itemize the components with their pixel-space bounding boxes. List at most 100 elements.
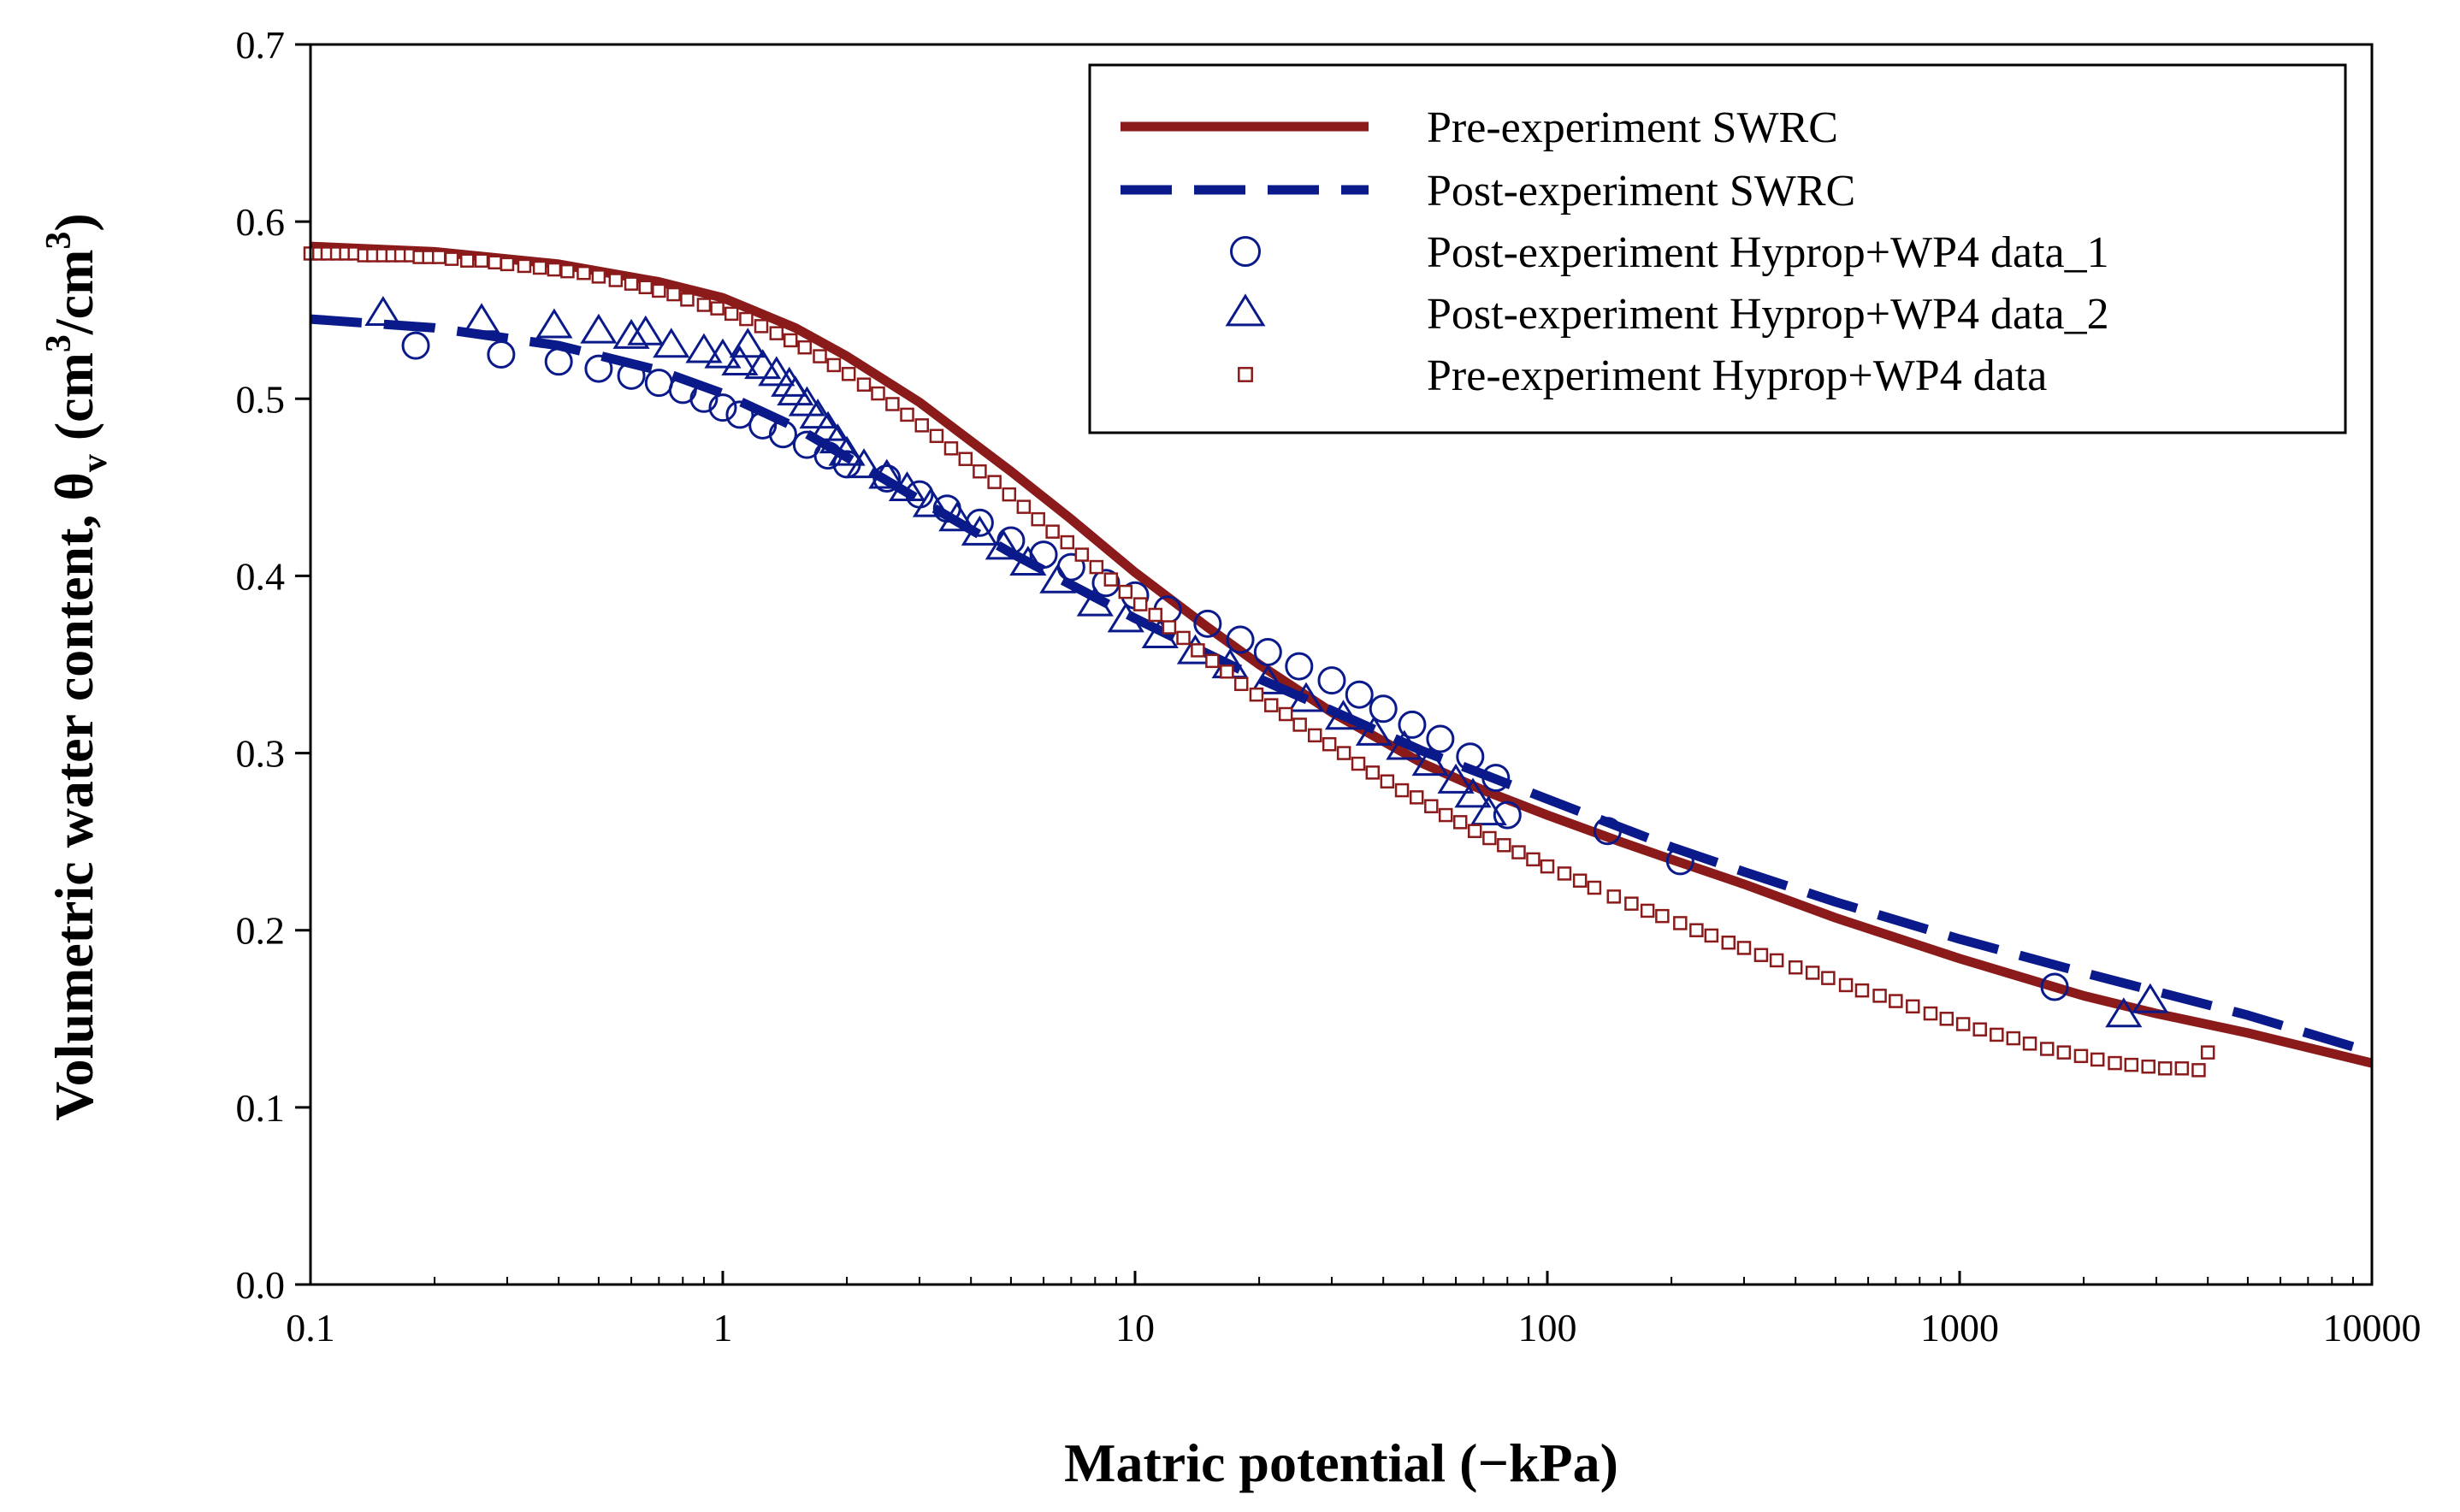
data-point: [2040, 972, 2069, 1001]
plot-marks: [303, 241, 2374, 1078]
data-point: [1411, 746, 1449, 777]
data-point: [1398, 710, 1427, 739]
data-point: [1805, 966, 1820, 980]
data-point: [1060, 535, 1075, 550]
data-point: [1838, 977, 1854, 993]
data-point: [828, 435, 866, 466]
data-point: [2174, 1061, 2190, 1076]
data-point: [1923, 1006, 1938, 1021]
data-point: [463, 303, 500, 334]
x-tick-label: 1: [713, 1306, 733, 1350]
data-point: [1045, 524, 1060, 539]
data-point: [758, 356, 795, 387]
data-point: [777, 375, 814, 406]
data-point: [624, 276, 639, 291]
data-point: [1889, 994, 1903, 1008]
data-point: [900, 407, 914, 422]
data-point: [1386, 729, 1423, 760]
data-point: [1380, 774, 1395, 788]
data-point: [1736, 941, 1752, 955]
data-point: [868, 458, 906, 489]
data-point: [841, 367, 856, 381]
data-point: [685, 333, 723, 363]
legend-marker-swatch: [1230, 236, 1261, 267]
data-point: [739, 311, 754, 327]
data-point: [871, 386, 885, 401]
data-point: [591, 269, 606, 284]
y-axis-title-main: Volumetric water content, θ: [44, 472, 104, 1121]
data-point: [544, 347, 573, 376]
data-point: [929, 428, 944, 444]
y-tick-label: 0.2: [236, 909, 286, 953]
x-tick-label: 10000: [2323, 1306, 2422, 1350]
data-point: [1287, 682, 1325, 712]
data-point: [532, 260, 547, 275]
data-point: [1118, 584, 1133, 599]
data-point: [1132, 597, 1148, 611]
data-point: [1454, 777, 1492, 808]
data-point: [724, 306, 739, 322]
data-point: [744, 349, 782, 380]
data-point: [535, 308, 573, 339]
data-point: [987, 475, 1002, 489]
data-point: [710, 301, 724, 316]
data-point: [1452, 815, 1468, 830]
data-point: [1324, 700, 1363, 730]
data-point: [1606, 889, 1622, 904]
data-point: [689, 384, 718, 413]
legend-label: Pre-experiment Hyprop+WP4 data: [1427, 351, 2047, 400]
data-point: [813, 441, 843, 470]
data-point: [708, 393, 737, 422]
data-point: [1655, 908, 1670, 924]
data-point: [1249, 664, 1286, 694]
data-point: [783, 333, 798, 348]
data-point: [1593, 817, 1622, 846]
legend-label: Post-experiment Hyprop+WP4 data_2: [1427, 290, 2109, 339]
legend-entry-post-experiment-hyprop-wp4-data-1: Post-experiment Hyprop+WP4 data_1: [1230, 228, 2109, 277]
data-point: [1345, 680, 1374, 709]
y-axis-title-subscript: v: [75, 454, 115, 472]
data-point: [1467, 824, 1482, 838]
x-tick-label: 0.1: [286, 1306, 335, 1350]
data-point: [1091, 569, 1121, 598]
data-point: [2073, 1048, 2089, 1064]
y-tick-label: 0.5: [236, 377, 286, 421]
data-point: [1673, 916, 1688, 930]
data-point: [1394, 783, 1410, 798]
data-point: [856, 377, 872, 392]
data-point: [580, 313, 618, 344]
data-point: [872, 464, 902, 493]
data-point: [1437, 763, 1475, 794]
data-point: [653, 328, 690, 358]
x-tick-label: 10: [1115, 1306, 1155, 1350]
data-point: [845, 448, 883, 479]
plot-area-frame: [309, 43, 2374, 1286]
data-point: [608, 273, 624, 287]
data-point: [1369, 694, 1398, 724]
data-point: [1074, 547, 1090, 562]
data-point: [560, 263, 575, 279]
y-axis-title-units-close: ): [44, 213, 104, 231]
x-tick-label: 1000: [1920, 1306, 1999, 1350]
data-point: [2006, 1031, 2021, 1046]
data-point: [2141, 1059, 2155, 1074]
data-point: [1972, 1022, 1987, 1037]
data-point: [1351, 756, 1366, 771]
data-point: [1572, 873, 1588, 888]
data-point: [1009, 546, 1047, 576]
data-point: [1955, 1017, 1971, 1031]
data-point: [1939, 1012, 1954, 1026]
data-point: [1854, 983, 1870, 998]
data-point: [1107, 602, 1144, 633]
series-line-pre-experiment-swrc: [310, 241, 2374, 1068]
data-point: [1322, 736, 1337, 752]
data-point: [1540, 859, 1555, 874]
data-point: [1191, 643, 1205, 658]
data-point: [444, 251, 459, 266]
data-point: [1103, 572, 1119, 587]
data-point: [1624, 896, 1639, 911]
data-point: [1438, 807, 1453, 823]
data-point: [2040, 1042, 2055, 1056]
legend: Pre-experiment SWRC Post-experiment SWRC P…: [1088, 63, 2347, 434]
